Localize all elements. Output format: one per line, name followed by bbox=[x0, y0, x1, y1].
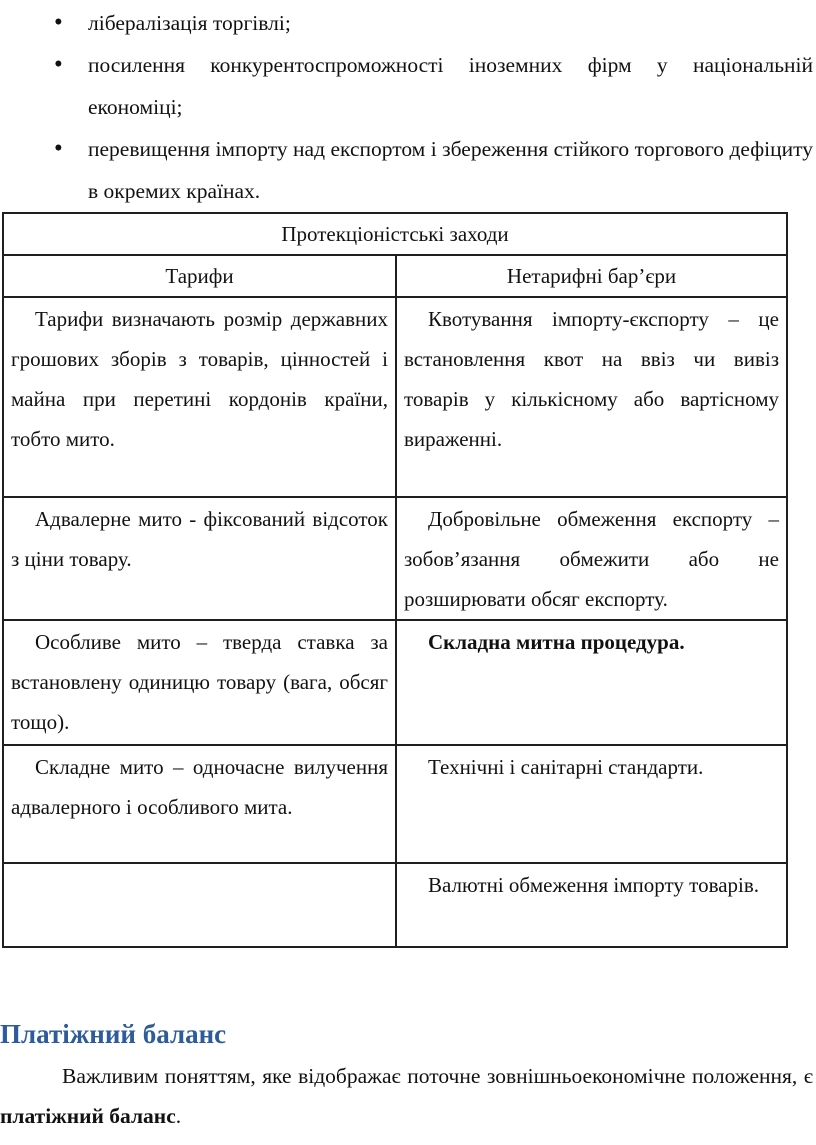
list-item: перевищення імпорту над експортом і збер… bbox=[0, 128, 813, 212]
table-row: Валютні обмеження імпорту товарів. bbox=[2, 862, 788, 948]
bold-term-payment-balance: платіжний баланс bbox=[0, 1104, 176, 1128]
table-cell-quotas: Квотування імпорту-єкспорту – це встанов… bbox=[395, 296, 788, 498]
list-item: посилення конкурентоспроможності іноземн… bbox=[0, 44, 813, 128]
table-row: Складне мито – одночасне вилучення адвал… bbox=[2, 744, 788, 864]
table-header-row: Тарифи Нетарифні бар’єри bbox=[2, 254, 788, 298]
section-heading-payment-balance: Платіжний баланс bbox=[0, 1019, 227, 1049]
table-cell-voluntary-export-restraint: Добровільне обмеження експорту – зобов’я… bbox=[395, 496, 788, 621]
table-cell-currency-restrictions: Валютні обмеження імпорту товарів. bbox=[395, 862, 788, 948]
table-cell-ad-valorem-duty: Адвалерне мито - фіксований відсоток з ц… bbox=[2, 496, 397, 621]
protectionist-measures-table: Протекціоністські заходи Тарифи Нетарифн… bbox=[2, 212, 788, 948]
table-title: Протекціоністські заходи bbox=[2, 212, 788, 256]
table-cell-tariffs-definition: Тарифи визначають розмір державних грошо… bbox=[2, 296, 397, 498]
closing-paragraph: Важливим поняттям, яке відображає поточн… bbox=[0, 1056, 816, 1136]
column-header-tariffs: Тарифи bbox=[2, 254, 397, 298]
table-row: Тарифи визначають розмір державних грошо… bbox=[2, 296, 788, 498]
list-item: лібералізація торгівлі; bbox=[0, 2, 813, 44]
table-cell-technical-sanitary-standards: Технічні і санітарні стандарти. bbox=[395, 744, 788, 864]
table-title-row: Протекціоністські заходи bbox=[2, 212, 788, 256]
table-cell-compound-duty: Складне мито – одночасне вилучення адвал… bbox=[2, 744, 397, 864]
paragraph-text: . bbox=[175, 1104, 182, 1128]
table-row: Особливе мито – тверда ставка за встанов… bbox=[2, 619, 788, 746]
table-cell-empty bbox=[2, 862, 397, 948]
table-row: Адвалерне мито - фіксований відсоток з ц… bbox=[2, 496, 788, 621]
paragraph-text: Важливим поняттям, яке відображає поточн… bbox=[62, 1064, 813, 1088]
bullet-list: лібералізація торгівлі; посилення конкур… bbox=[0, 0, 816, 212]
table-cell-specific-duty: Особливе мито – тверда ставка за встанов… bbox=[2, 619, 397, 746]
table-cell-complex-customs-procedure: Складна митна процедура. bbox=[395, 619, 788, 746]
column-header-nontariff-barriers: Нетарифні бар’єри bbox=[395, 254, 788, 298]
